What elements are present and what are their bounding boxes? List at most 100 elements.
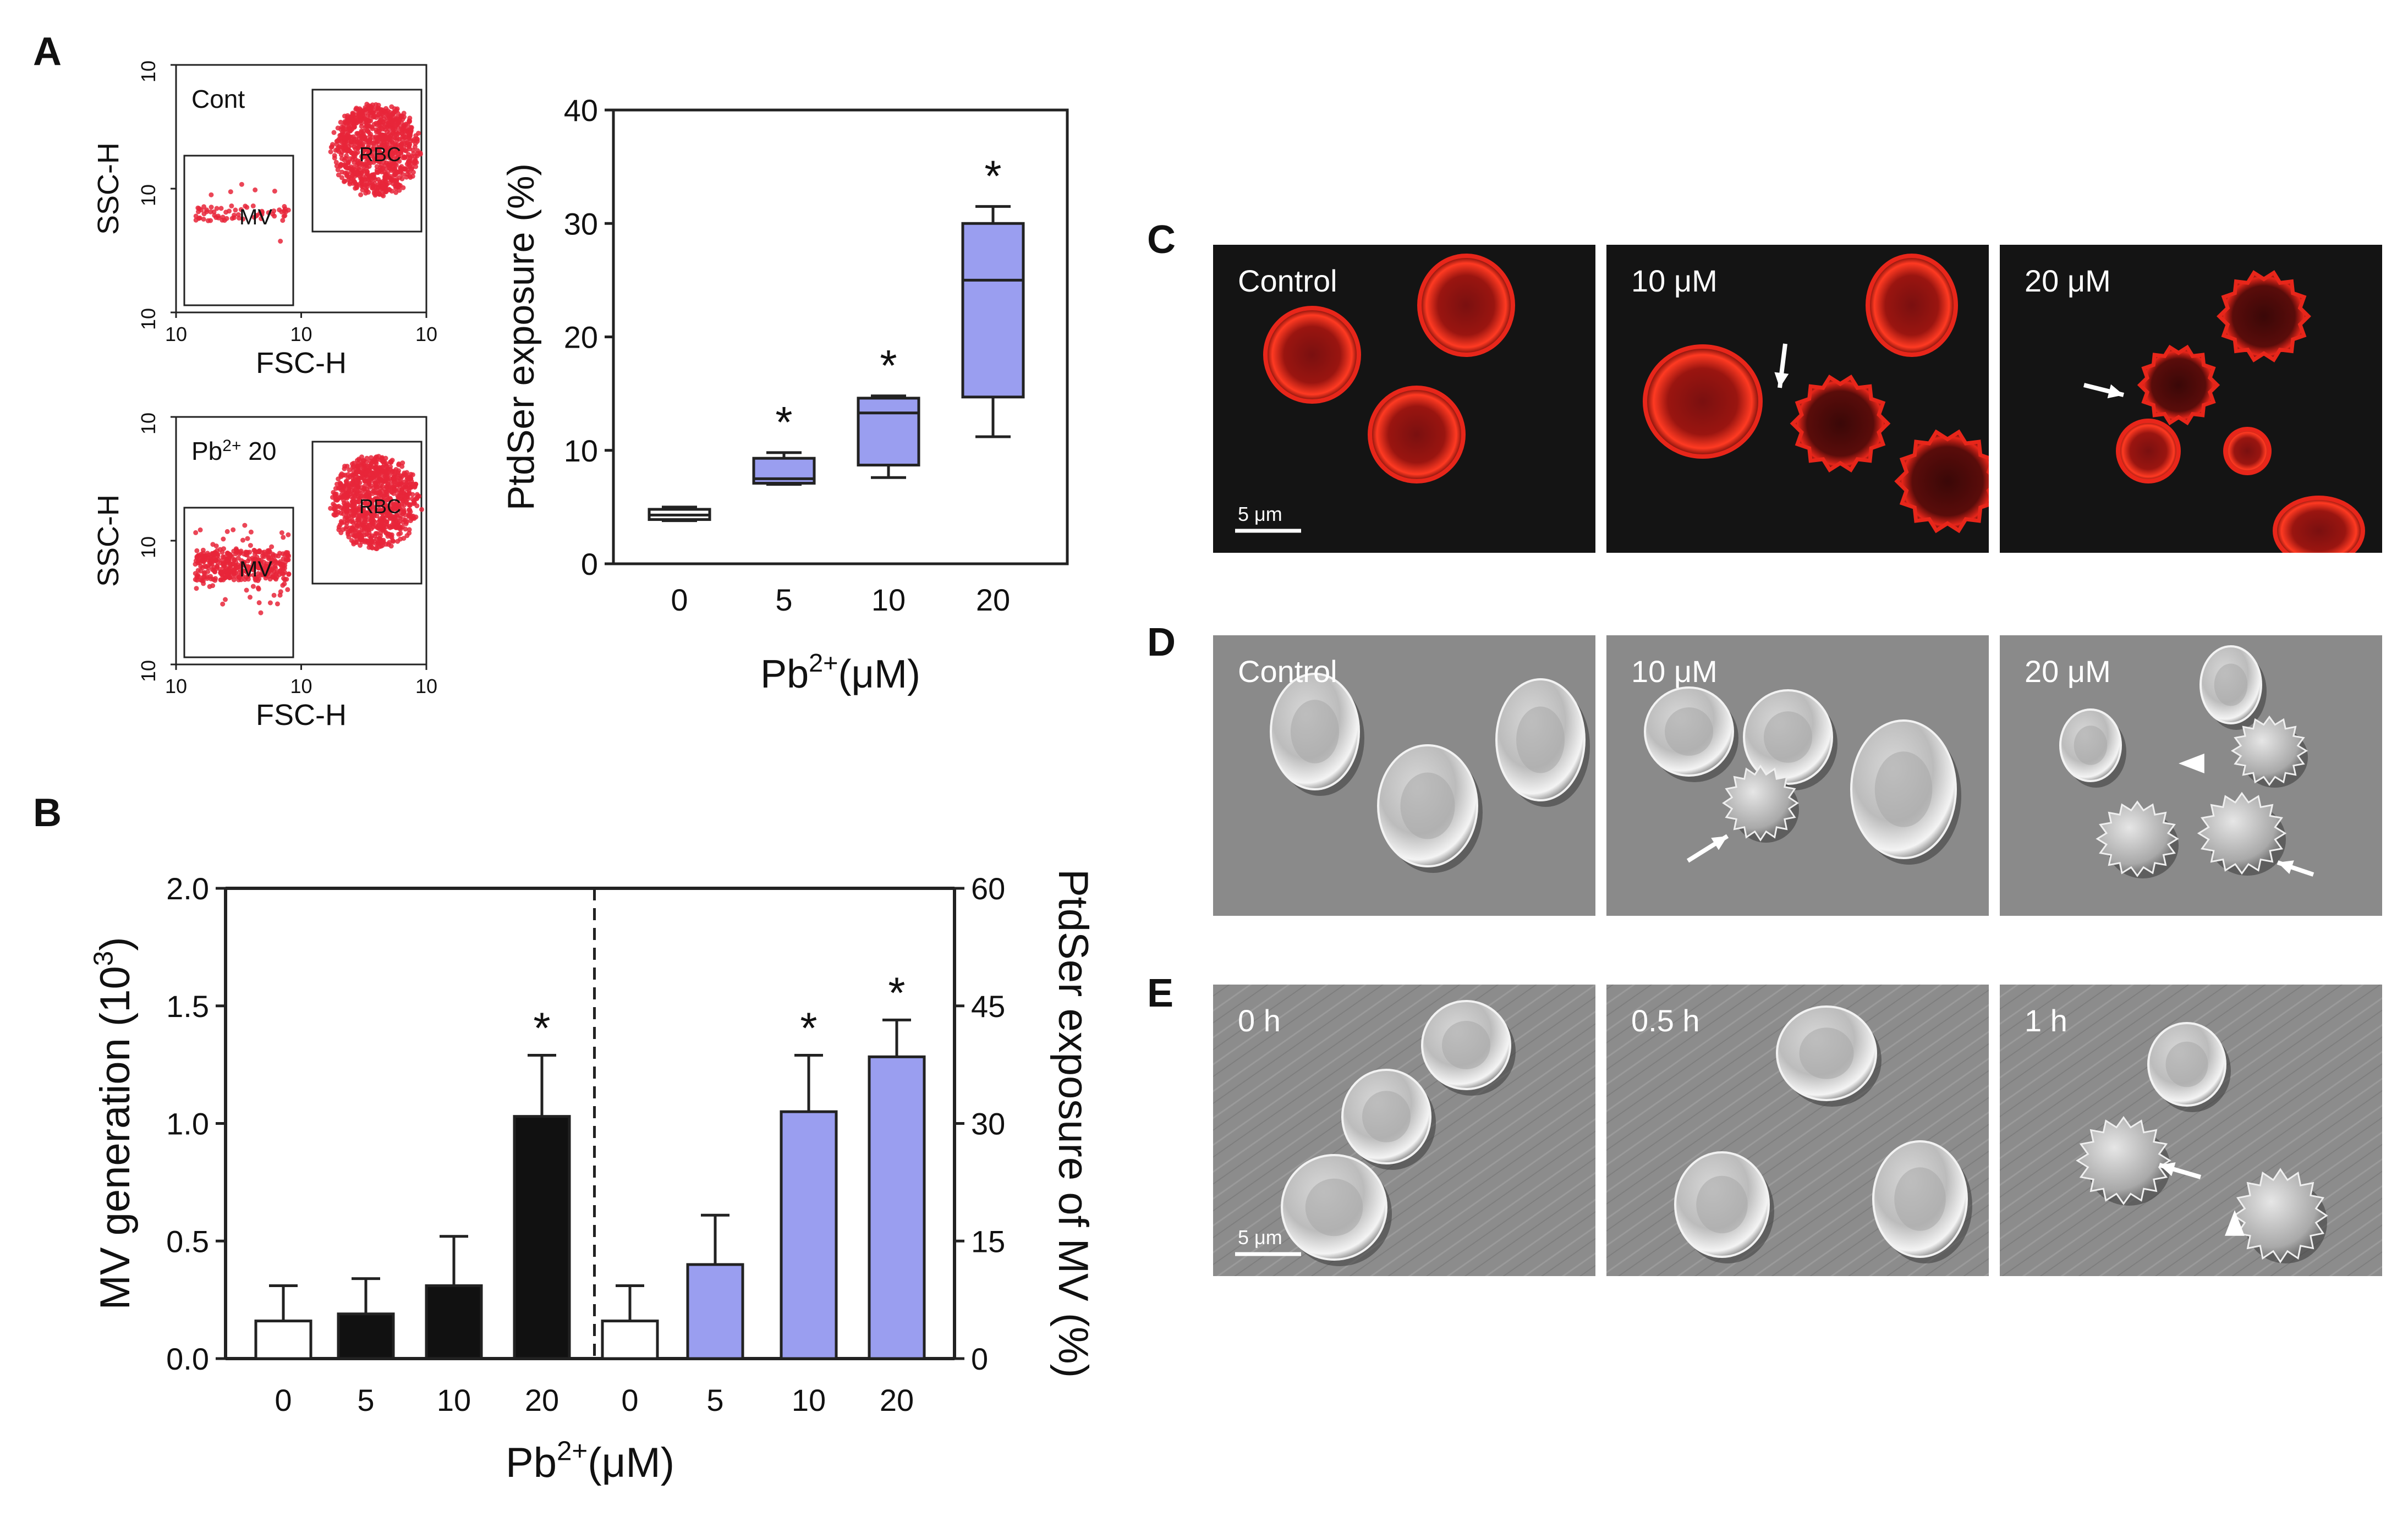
rbc-event	[349, 481, 354, 487]
rbc-event	[334, 481, 339, 487]
mv-event	[196, 553, 201, 558]
rbc-event	[395, 538, 401, 544]
rbc-event	[365, 184, 370, 189]
rbc-event	[374, 468, 380, 473]
rbc-event	[345, 490, 351, 496]
rbc-event	[405, 122, 410, 127]
bar-left-0: 0	[254, 1284, 312, 1417]
rbc-event	[393, 123, 399, 128]
rbc-event	[366, 468, 371, 473]
cell-dimple	[2074, 725, 2108, 765]
box-iqr	[961, 222, 1025, 399]
mv-event	[242, 523, 248, 528]
mv-event	[223, 210, 229, 215]
rbc-event	[401, 472, 407, 477]
mv-event	[254, 561, 260, 567]
rbc-event	[377, 179, 382, 185]
condition-label: 10 μM	[1631, 263, 1718, 298]
y-tick-label: 40	[564, 93, 598, 128]
mv-event	[272, 575, 278, 581]
rbc-event	[371, 160, 376, 165]
rbc-event	[380, 166, 386, 171]
mv-event	[271, 592, 277, 598]
rbc-event	[411, 501, 416, 507]
rbc-event	[390, 112, 395, 117]
rbc-event	[360, 152, 366, 157]
mv-event	[212, 213, 217, 218]
mv-event	[209, 560, 214, 565]
rbc-event	[361, 494, 367, 500]
mv-gate-label: MV	[239, 205, 272, 229]
mv-event	[224, 216, 229, 221]
bar-right-5: 5	[686, 1213, 744, 1417]
rbc-event	[401, 536, 407, 541]
rbc-event	[410, 173, 415, 179]
rbc-event	[376, 478, 381, 483]
arrow-c-10um	[1774, 343, 1789, 388]
rbc-event	[346, 124, 351, 129]
cell-dimple	[1665, 707, 1713, 756]
rbc-event	[344, 496, 350, 501]
cell-dimple	[1696, 1175, 1748, 1234]
arrow-head	[1711, 836, 1727, 850]
arrow-d-10um	[1686, 834, 1729, 863]
y-tick-label-left: 2.0	[166, 871, 209, 906]
significance-star: *	[800, 1004, 817, 1053]
rbc-event	[351, 119, 356, 125]
micrograph-e-1: 0.5 h	[1606, 985, 1989, 1276]
rbc-event	[398, 113, 403, 119]
mv-event	[279, 562, 285, 567]
rbc-event	[379, 151, 385, 156]
arrow-head	[2278, 860, 2294, 874]
mv-event	[277, 207, 282, 213]
rbc-event	[412, 144, 418, 150]
mv-event	[260, 210, 265, 215]
rbc-event	[358, 543, 363, 548]
rbc-event	[345, 530, 350, 535]
micrograph-e-2: 1 h	[2000, 985, 2382, 1276]
rbc-event	[370, 521, 376, 527]
cell-dimple	[1362, 1091, 1411, 1142]
rbc-event	[386, 542, 391, 547]
rbc-event	[346, 534, 352, 540]
arrowhead-e-1h	[2225, 1210, 2245, 1236]
mv-event	[248, 595, 253, 600]
mv-event	[259, 557, 264, 563]
mv-event	[282, 581, 287, 586]
x-tick-label: 10	[290, 323, 312, 345]
rbc-event	[343, 171, 348, 175]
cell-dimple	[1400, 772, 1455, 839]
mv-event	[282, 208, 287, 214]
rbc-event	[398, 183, 403, 188]
rbc-event	[379, 537, 384, 543]
rbc-event	[355, 484, 361, 490]
rbc-event	[385, 513, 390, 518]
rbc-event	[410, 492, 415, 497]
x-tick-label: 10	[792, 1383, 826, 1417]
mv-event	[201, 217, 206, 222]
echinocyte-cell	[2233, 1168, 2328, 1263]
rbc-event	[355, 158, 360, 163]
mv-event	[254, 213, 259, 218]
mv-event	[218, 570, 224, 575]
micrograph-content: 20 μM	[2000, 635, 2382, 916]
rbc-event	[385, 490, 390, 494]
condition-label: 0.5 h	[1631, 1003, 1700, 1038]
rbc-event	[363, 105, 368, 111]
rbc-event	[416, 130, 421, 136]
bar	[780, 1110, 838, 1360]
flow-sample-label: Pb2+ 20	[191, 437, 276, 465]
rbc-event	[356, 108, 361, 114]
rbc-event	[332, 155, 337, 161]
rbc-event	[397, 505, 402, 511]
rbc-event	[399, 147, 404, 153]
rbc-event	[372, 177, 378, 182]
mv-event	[243, 568, 248, 574]
mv-event	[268, 560, 273, 565]
mv-event	[201, 574, 207, 580]
discocyte-cell	[2116, 419, 2181, 483]
rbc-event	[338, 505, 344, 510]
rbc-event	[388, 174, 393, 179]
cell-dimple	[1764, 711, 1812, 763]
